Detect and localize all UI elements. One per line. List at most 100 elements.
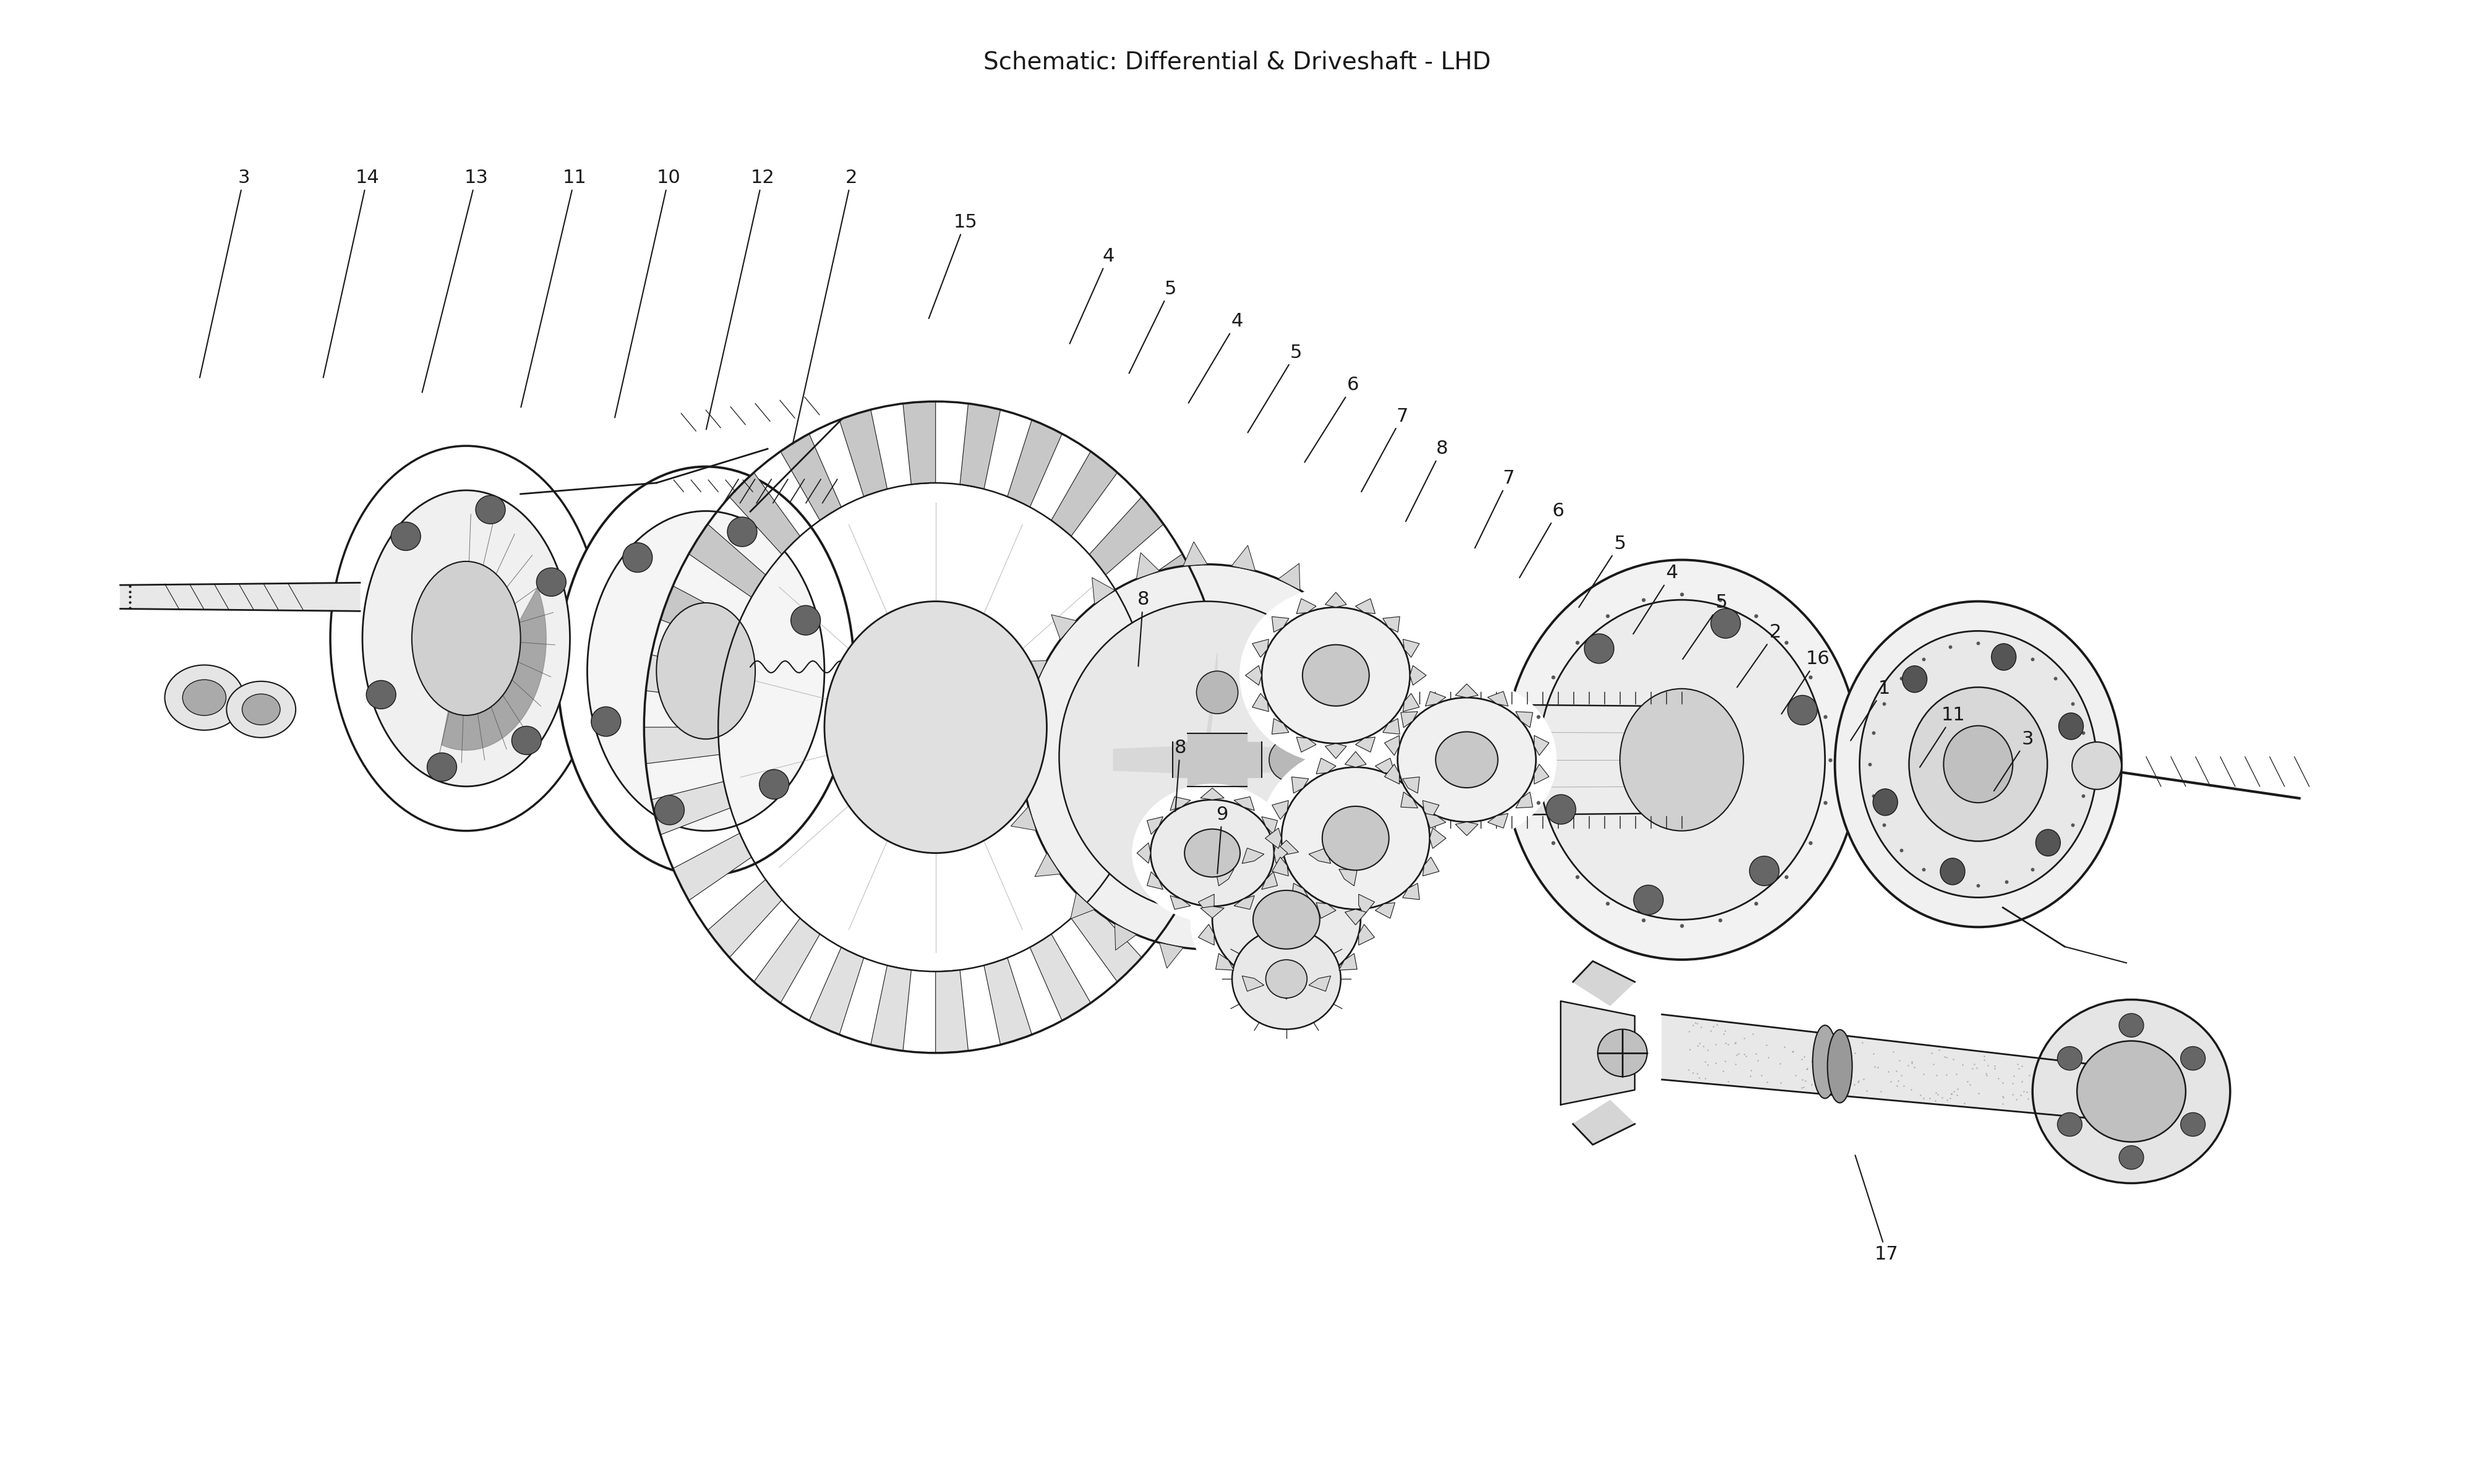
Polygon shape bbox=[1346, 751, 1366, 767]
Polygon shape bbox=[999, 757, 1024, 782]
Polygon shape bbox=[1385, 764, 1400, 784]
Ellipse shape bbox=[1222, 920, 1351, 1039]
Polygon shape bbox=[688, 524, 764, 597]
Polygon shape bbox=[1183, 542, 1207, 565]
Polygon shape bbox=[1148, 816, 1163, 834]
Ellipse shape bbox=[628, 386, 1242, 1068]
Polygon shape bbox=[440, 588, 547, 751]
Polygon shape bbox=[1116, 923, 1136, 950]
Polygon shape bbox=[1215, 953, 1235, 971]
Ellipse shape bbox=[1282, 767, 1430, 910]
Text: 12: 12 bbox=[705, 169, 774, 429]
Polygon shape bbox=[809, 947, 863, 1034]
Polygon shape bbox=[1091, 577, 1116, 604]
Text: 2: 2 bbox=[792, 169, 858, 444]
Ellipse shape bbox=[2180, 1046, 2204, 1070]
Polygon shape bbox=[1299, 910, 1324, 936]
Ellipse shape bbox=[1860, 631, 2098, 898]
Polygon shape bbox=[1150, 690, 1227, 727]
Ellipse shape bbox=[1378, 678, 1556, 840]
Text: 4: 4 bbox=[1188, 313, 1242, 404]
Ellipse shape bbox=[792, 605, 821, 635]
Ellipse shape bbox=[1749, 856, 1779, 886]
Text: 7: 7 bbox=[1361, 407, 1408, 491]
Polygon shape bbox=[1071, 899, 1141, 982]
Polygon shape bbox=[839, 410, 888, 497]
Text: 5: 5 bbox=[1128, 280, 1175, 374]
Ellipse shape bbox=[760, 770, 789, 800]
Text: 10: 10 bbox=[616, 169, 680, 417]
Polygon shape bbox=[1423, 858, 1440, 876]
Text: 17: 17 bbox=[1856, 1155, 1898, 1263]
Polygon shape bbox=[1272, 718, 1289, 735]
Polygon shape bbox=[1148, 754, 1225, 800]
Polygon shape bbox=[1232, 546, 1254, 571]
Polygon shape bbox=[661, 586, 740, 647]
Ellipse shape bbox=[537, 568, 567, 597]
Polygon shape bbox=[1326, 592, 1346, 607]
Polygon shape bbox=[1121, 554, 1197, 622]
Polygon shape bbox=[1051, 614, 1076, 640]
Polygon shape bbox=[1272, 617, 1289, 632]
Ellipse shape bbox=[2058, 712, 2083, 739]
Ellipse shape bbox=[1197, 671, 1237, 714]
Polygon shape bbox=[1141, 620, 1220, 672]
Ellipse shape bbox=[2180, 1113, 2204, 1137]
Polygon shape bbox=[1385, 736, 1400, 755]
Polygon shape bbox=[1573, 1100, 1635, 1144]
Ellipse shape bbox=[1945, 726, 2014, 803]
Ellipse shape bbox=[332, 445, 601, 831]
Polygon shape bbox=[1534, 736, 1549, 755]
Ellipse shape bbox=[2058, 1113, 2083, 1137]
Polygon shape bbox=[1425, 813, 1445, 828]
Ellipse shape bbox=[1633, 884, 1663, 914]
Polygon shape bbox=[1376, 902, 1395, 919]
Polygon shape bbox=[708, 880, 782, 957]
Ellipse shape bbox=[1940, 858, 1964, 884]
Polygon shape bbox=[1517, 711, 1534, 727]
Ellipse shape bbox=[475, 496, 505, 524]
Ellipse shape bbox=[1910, 687, 2048, 841]
Polygon shape bbox=[1148, 871, 1163, 889]
Polygon shape bbox=[1376, 758, 1395, 773]
Polygon shape bbox=[1170, 797, 1190, 810]
Polygon shape bbox=[1272, 800, 1289, 819]
Polygon shape bbox=[1561, 1002, 1635, 1104]
Polygon shape bbox=[1296, 598, 1316, 614]
Ellipse shape bbox=[166, 665, 245, 730]
Ellipse shape bbox=[1583, 634, 1613, 663]
Polygon shape bbox=[1254, 935, 1279, 962]
Ellipse shape bbox=[512, 726, 542, 755]
Ellipse shape bbox=[1269, 739, 1311, 781]
Polygon shape bbox=[1235, 797, 1254, 810]
Polygon shape bbox=[1383, 718, 1400, 735]
Polygon shape bbox=[121, 583, 359, 611]
Polygon shape bbox=[1252, 640, 1269, 657]
Text: 5: 5 bbox=[1578, 534, 1625, 607]
Ellipse shape bbox=[411, 561, 520, 715]
Polygon shape bbox=[1455, 822, 1477, 835]
Text: 1: 1 bbox=[1851, 680, 1890, 741]
Polygon shape bbox=[1410, 666, 1425, 686]
Text: 15: 15 bbox=[928, 214, 977, 319]
Polygon shape bbox=[1403, 883, 1420, 899]
Polygon shape bbox=[1403, 693, 1420, 711]
Polygon shape bbox=[1390, 732, 1415, 757]
Polygon shape bbox=[1200, 788, 1225, 800]
Ellipse shape bbox=[391, 522, 421, 551]
Ellipse shape bbox=[1262, 607, 1410, 743]
Ellipse shape bbox=[2034, 1000, 2229, 1183]
Polygon shape bbox=[1113, 745, 1205, 775]
Text: 4: 4 bbox=[1633, 564, 1677, 634]
Polygon shape bbox=[1403, 778, 1420, 794]
Ellipse shape bbox=[2058, 1046, 2083, 1070]
Polygon shape bbox=[1403, 640, 1420, 657]
Polygon shape bbox=[903, 402, 935, 484]
Ellipse shape bbox=[1252, 890, 1319, 948]
Polygon shape bbox=[1291, 778, 1309, 794]
Polygon shape bbox=[1385, 782, 1410, 807]
Ellipse shape bbox=[1546, 794, 1576, 824]
Polygon shape bbox=[1197, 895, 1215, 916]
Polygon shape bbox=[1242, 847, 1264, 864]
Text: 7: 7 bbox=[1475, 469, 1514, 548]
